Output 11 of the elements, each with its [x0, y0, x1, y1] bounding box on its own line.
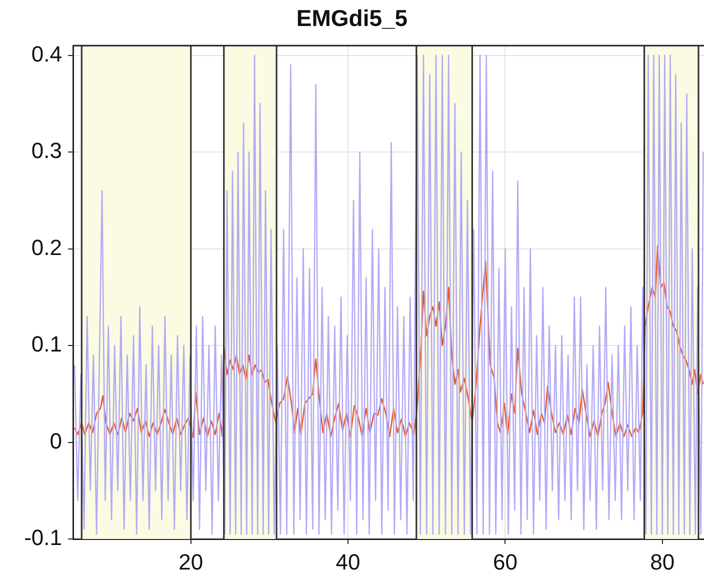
y-tick-label: 0.1 [31, 332, 62, 357]
y-tick-label: 0 [50, 428, 62, 454]
x-tick-label: 20 [178, 549, 204, 574]
chart-title: EMGdi5_5 [296, 5, 408, 32]
x-tick-label: 60 [492, 549, 518, 574]
y-tick-label: 0.4 [31, 41, 62, 66]
x-tick-label: 80 [650, 549, 675, 574]
x-tick-label: 40 [336, 549, 360, 574]
y-tick-label: 0.3 [31, 138, 62, 164]
y-tick-label: -0.1 [24, 525, 62, 550]
y-tick-label: 0.2 [31, 234, 62, 260]
